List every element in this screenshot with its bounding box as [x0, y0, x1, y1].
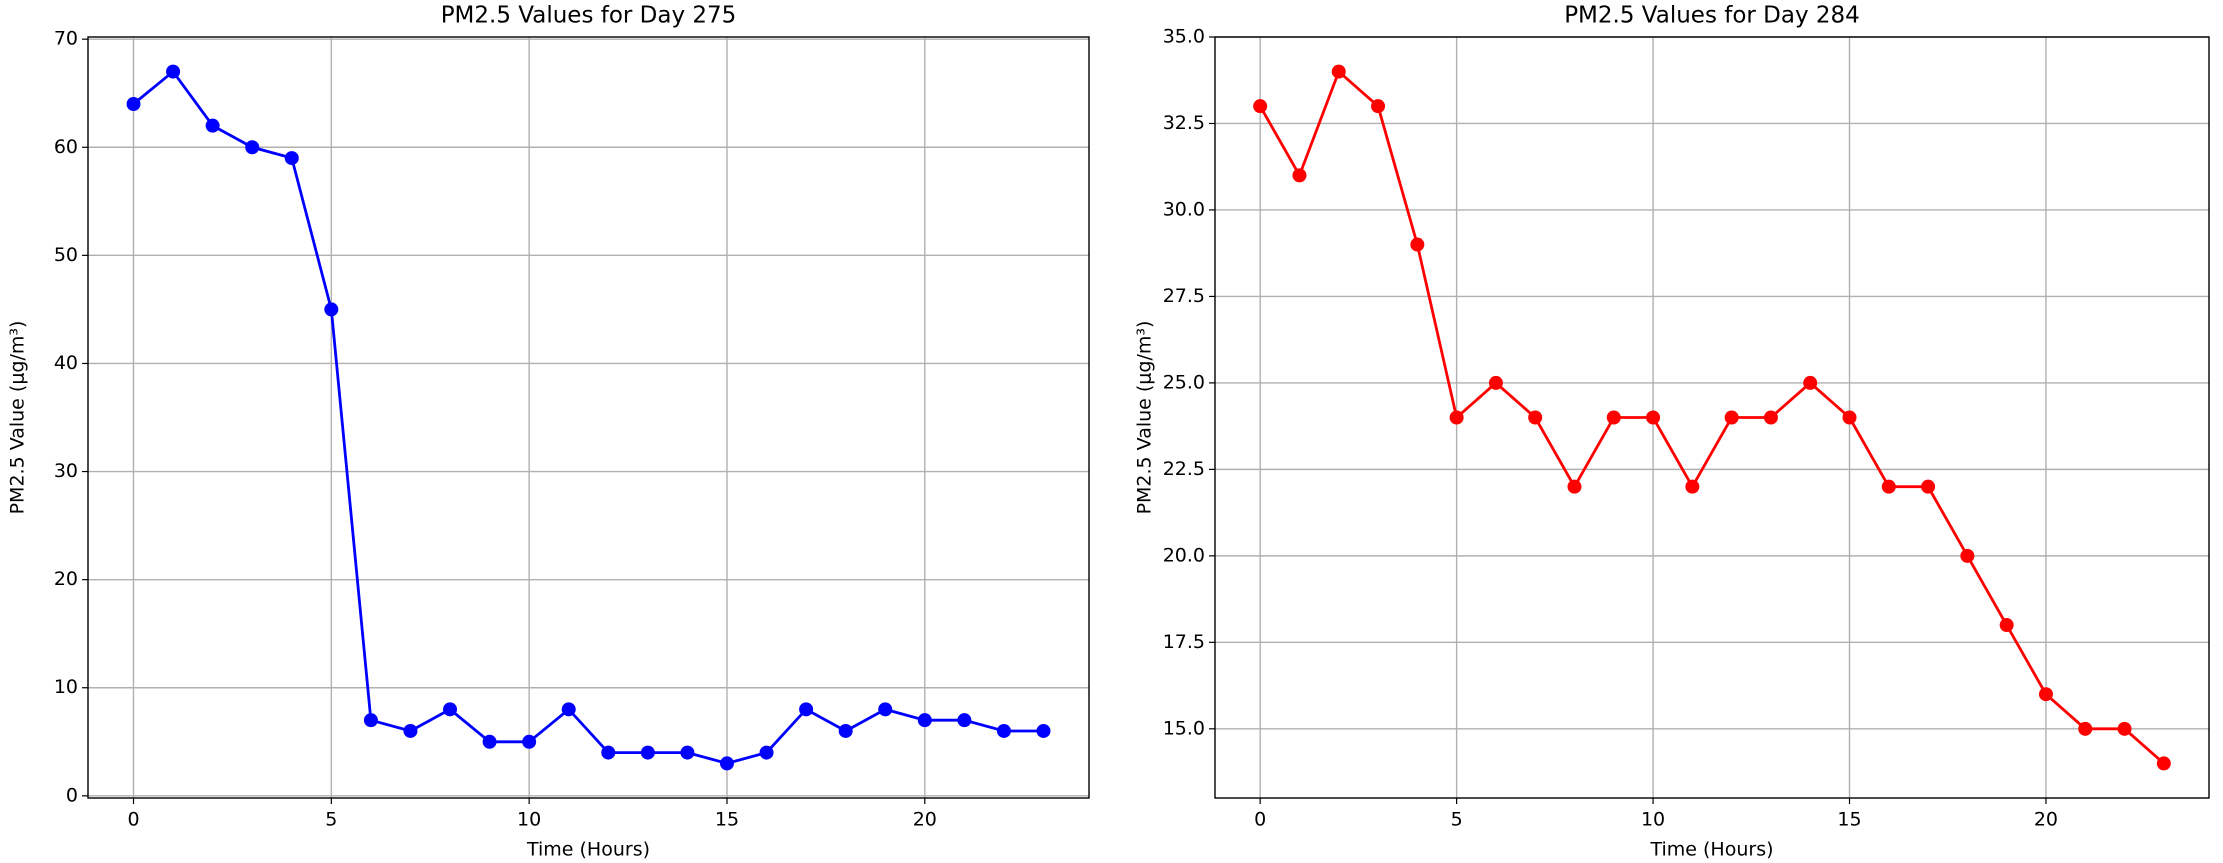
x-tick-label: 0: [1254, 809, 1266, 831]
data-point: [2078, 721, 2093, 736]
data-point: [205, 118, 220, 133]
y-axis-label: PM2.5 Value (μg/m³): [7, 321, 29, 515]
data-point: [2156, 756, 2171, 771]
data-point: [957, 713, 972, 728]
data-point: [719, 756, 734, 771]
y-tick-label: 70: [54, 28, 78, 50]
data-point: [640, 745, 655, 760]
data-point: [1999, 618, 2014, 633]
data-point: [2038, 687, 2053, 702]
x-tick-label: 0: [127, 809, 139, 831]
x-tick-label: 20: [913, 809, 937, 831]
data-point: [1331, 64, 1346, 79]
y-tick-label: 27.5: [1163, 285, 1205, 307]
data-point: [1960, 548, 1975, 563]
plot-frame: [1214, 36, 2210, 799]
y-tick-label: 10: [54, 676, 78, 698]
data-point: [1881, 479, 1896, 494]
data-line: [132, 69, 1044, 765]
chart-title: PM2.5 Values for Day 275: [441, 3, 737, 29]
x-tick-label: 5: [1451, 809, 1463, 831]
subplot: 0 5 10 15 20 15.0 17.5 20.0 22.5 25.0 27.5 30.0 32.5…: [1134, 3, 2210, 861]
x-tick-label: 10: [517, 809, 541, 831]
data-point: [561, 702, 576, 717]
data-point: [1292, 168, 1307, 183]
data-point: [126, 97, 141, 112]
data-point: [1449, 410, 1464, 425]
data-point: [680, 745, 695, 760]
data-point: [1036, 723, 1051, 738]
y-tick-label: 40: [54, 352, 78, 374]
y-tick-label: 20.0: [1163, 544, 1205, 566]
data-point: [759, 745, 774, 760]
y-tick-label: 30: [54, 460, 78, 482]
data-point: [1685, 479, 1700, 494]
data-point: [443, 702, 458, 717]
data-point: [522, 734, 537, 749]
x-axis-label: Time (Hours): [526, 839, 650, 861]
y-tick-label: 35.0: [1163, 26, 1205, 48]
chart-title: PM2.5 Values for Day 284: [1564, 3, 1860, 29]
y-tick-label: 30.0: [1163, 198, 1205, 220]
plot-frame: [87, 36, 1090, 799]
data-point: [878, 702, 893, 717]
data-point: [403, 723, 418, 738]
y-tick-label: 60: [54, 136, 78, 158]
y-tick-label: 0: [66, 784, 78, 806]
y-tick-label: 22.5: [1163, 458, 1205, 480]
x-axis-label: Time (Hours): [1649, 839, 1773, 861]
y-tick-label: 32.5: [1163, 112, 1205, 134]
data-point: [1763, 410, 1778, 425]
y-tick-label: 17.5: [1163, 631, 1205, 653]
data-point: [1724, 410, 1739, 425]
y-tick-label: 15.0: [1163, 717, 1205, 739]
data-point: [1842, 410, 1857, 425]
data-point: [799, 702, 814, 717]
data-point: [1371, 99, 1386, 114]
data-point: [284, 151, 299, 166]
x-tick-label: 20: [2034, 809, 2058, 831]
data-point: [324, 302, 339, 317]
x-tick-label: 15: [715, 809, 739, 831]
data-point: [1606, 410, 1621, 425]
data-point: [601, 745, 616, 760]
y-tick-label: 50: [54, 244, 78, 266]
data-point: [166, 64, 181, 79]
data-point: [1488, 375, 1503, 390]
y-tick-label: 25.0: [1163, 371, 1205, 393]
data-point: [1646, 410, 1661, 425]
data-point: [2117, 721, 2132, 736]
data-point: [1410, 237, 1425, 252]
data-point: [917, 713, 932, 728]
data-point: [838, 723, 853, 738]
data-point: [363, 713, 378, 728]
data-line: [1258, 69, 2165, 765]
data-point: [482, 734, 497, 749]
subplot: 0 5 10 15 20 0 10 20 30 40 50 60 70 PM2.5 Values for …: [7, 3, 1090, 861]
x-tick-label: 10: [1641, 809, 1665, 831]
data-point: [1253, 99, 1268, 114]
data-point: [245, 140, 260, 155]
x-tick-label: 5: [325, 809, 337, 831]
y-tick-label: 20: [54, 568, 78, 590]
data-point: [1528, 410, 1543, 425]
y-axis-label: PM2.5 Value (μg/m³): [1134, 321, 1156, 515]
x-tick-label: 15: [1837, 809, 1861, 831]
data-point: [1567, 479, 1582, 494]
data-point: [1921, 479, 1936, 494]
data-point: [1803, 375, 1818, 390]
data-point: [996, 723, 1011, 738]
